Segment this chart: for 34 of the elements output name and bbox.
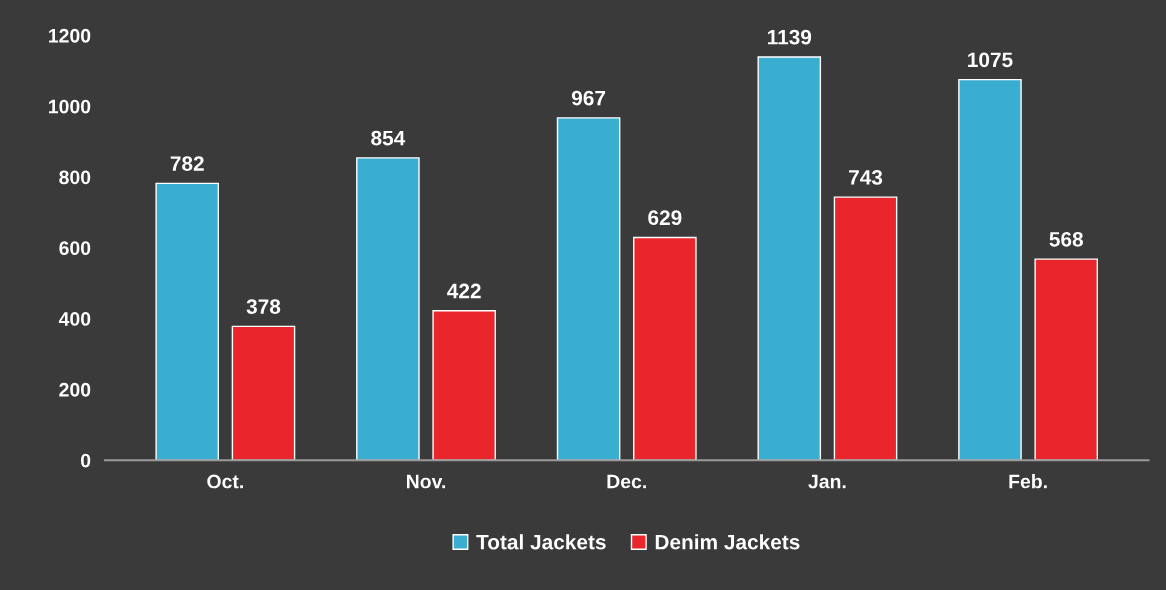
data-label: 967 (571, 90, 606, 106)
bar (833, 196, 898, 461)
bar (757, 56, 822, 461)
data-label: 743 (849, 169, 883, 185)
data-label: 568 (1049, 231, 1083, 247)
x-tick-label: Feb. (1009, 474, 1047, 489)
y-tick-label: 400 (58, 312, 91, 326)
data-label: 1139 (768, 29, 812, 45)
y-tick-label: 1000 (49, 99, 91, 114)
legend-label: Denim Jackets (655, 534, 800, 550)
x-tick-label: Dec. (607, 474, 646, 489)
x-tick-label: Nov. (406, 474, 446, 489)
x-tick-label: Jan. (808, 474, 846, 489)
data-label: 378 (246, 299, 281, 314)
data-label: 854 (371, 130, 406, 146)
bar (432, 310, 496, 461)
y-tick-label: 200 (59, 382, 91, 397)
bar (356, 157, 420, 461)
data-label: 629 (648, 210, 682, 226)
bar (231, 325, 296, 461)
y-tick-label: 0 (81, 453, 91, 468)
data-label: 422 (447, 283, 481, 299)
y-tick-label: 600 (59, 241, 91, 256)
bar (556, 117, 621, 461)
data-label: 782 (170, 156, 204, 171)
x-tick-label: Oct. (207, 474, 243, 489)
bar (155, 182, 220, 461)
bar (633, 236, 697, 461)
bar (958, 78, 1022, 461)
y-tick-label: 1200 (49, 28, 91, 43)
legend-label: Total Jackets (476, 534, 606, 550)
y-tick-label: 800 (59, 170, 91, 185)
bar (1034, 258, 1099, 461)
data-label: 1075 (968, 52, 1013, 68)
